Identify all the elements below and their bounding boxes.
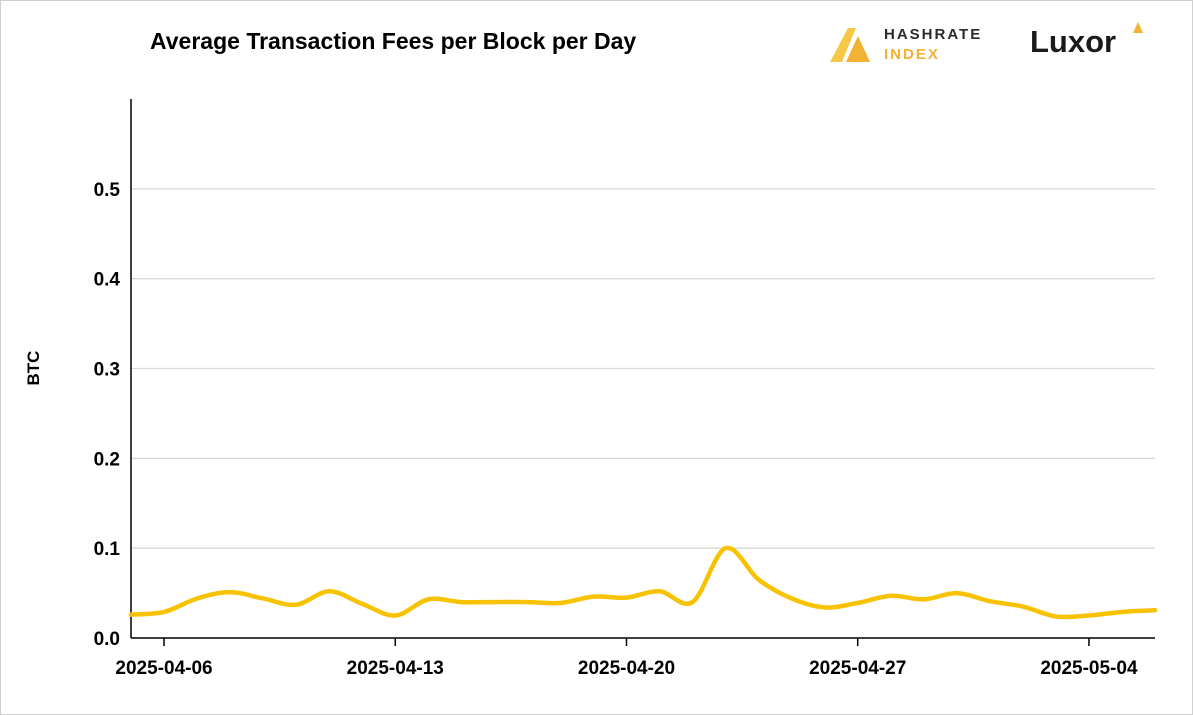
y-tick-labels: 0.0 0.1 0.2 0.3 0.4 0.5 [94,180,121,650]
x-tick-label: 2025-04-06 [115,658,212,679]
x-tick-labels: 2025-04-06 2025-04-13 2025-04-20 2025-04-27… [115,658,1138,679]
x-tick-label: 2025-05-04 [1040,658,1138,679]
hashrate-index-logo: HASHRATE INDEX [828,24,998,66]
series [128,545,1158,620]
chart-title: Average Transaction Fees per Block per D… [150,28,637,54]
y-tick-label: 0.5 [94,180,121,201]
y-tick-label: 0.3 [94,360,120,381]
y-tick-label: 0.2 [94,449,120,470]
axes [130,99,1155,646]
hashrate-index-logo-line1: HASHRATE [884,26,983,43]
x-tick-label: 2025-04-13 [347,658,444,679]
luxor-logo-word: Luxor [1030,24,1117,59]
y-tick-label: 0.4 [94,270,121,291]
y-tick-label: 0.0 [94,629,120,650]
luxor-logo-mark [1133,22,1143,33]
series-line [128,545,1158,620]
x-tick-label: 2025-04-27 [809,658,906,679]
x-tick-label: 2025-04-20 [578,658,675,679]
luxor-logo: Luxor [1030,20,1150,64]
hashrate-index-logo-line2: INDEX [884,46,940,63]
y-tick-label: 0.1 [94,539,121,560]
grid-lines [131,188,1155,549]
hashrate-index-logo-mark [830,28,870,62]
